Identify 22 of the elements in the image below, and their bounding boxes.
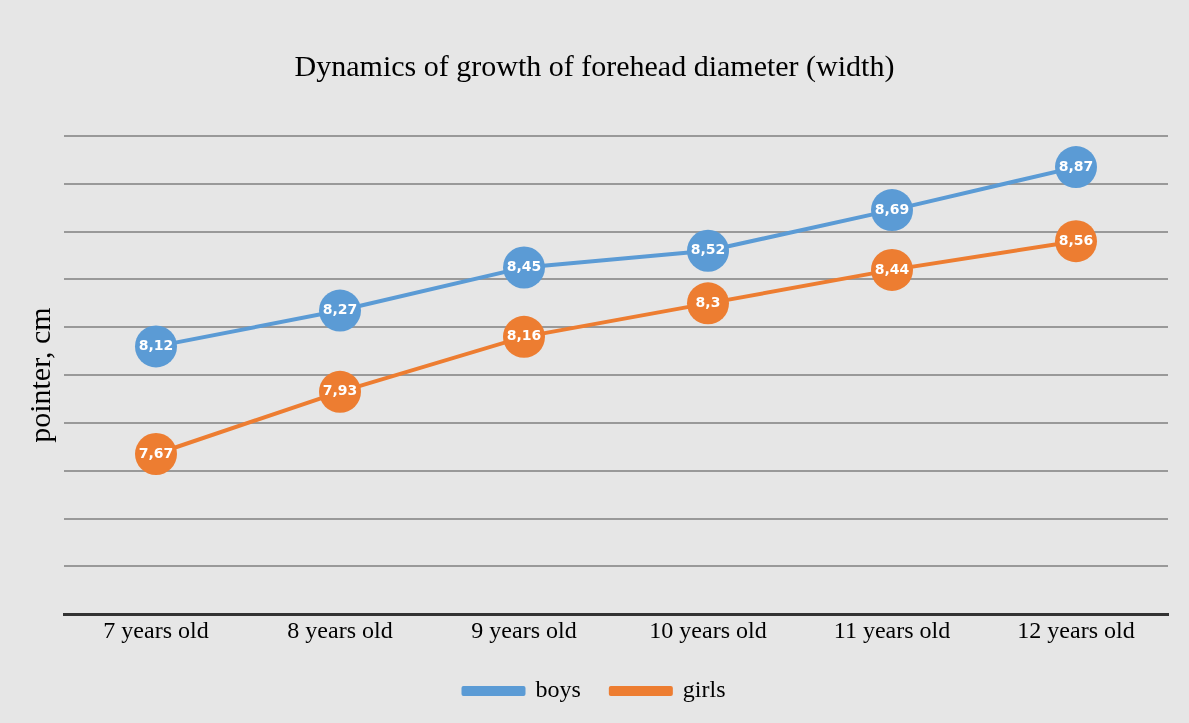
y-axis-title: pointer, cm xyxy=(22,307,56,443)
legend-label: boys xyxy=(535,676,581,703)
data-label: 8,87 xyxy=(1058,157,1094,174)
x-tick-label: 9 years old xyxy=(471,616,577,643)
legend-label: girls xyxy=(682,676,726,703)
x-tick-label: 11 years old xyxy=(833,616,951,643)
data-label: 8,16 xyxy=(506,327,542,344)
data-label: 8,69 xyxy=(874,200,910,217)
data-label: 8,12 xyxy=(138,337,174,354)
data-label: 8,52 xyxy=(690,241,726,258)
data-label: 8,44 xyxy=(874,260,910,277)
data-label: 8,45 xyxy=(506,258,542,275)
x-tick-label: 12 years old xyxy=(1017,616,1135,643)
data-label: 8,56 xyxy=(1058,231,1094,248)
x-tick-label: 10 years old xyxy=(649,616,767,643)
data-label: 8,3 xyxy=(695,294,721,311)
x-tick-label: 8 years old xyxy=(287,616,393,643)
data-label: 7,93 xyxy=(322,382,358,399)
chart-title: Dynamics of growth of forehead diameter (width) xyxy=(294,48,895,83)
data-label: 7,67 xyxy=(138,444,174,461)
x-tick-label: 7 years old xyxy=(103,616,209,643)
data-label: 8,27 xyxy=(322,301,358,318)
